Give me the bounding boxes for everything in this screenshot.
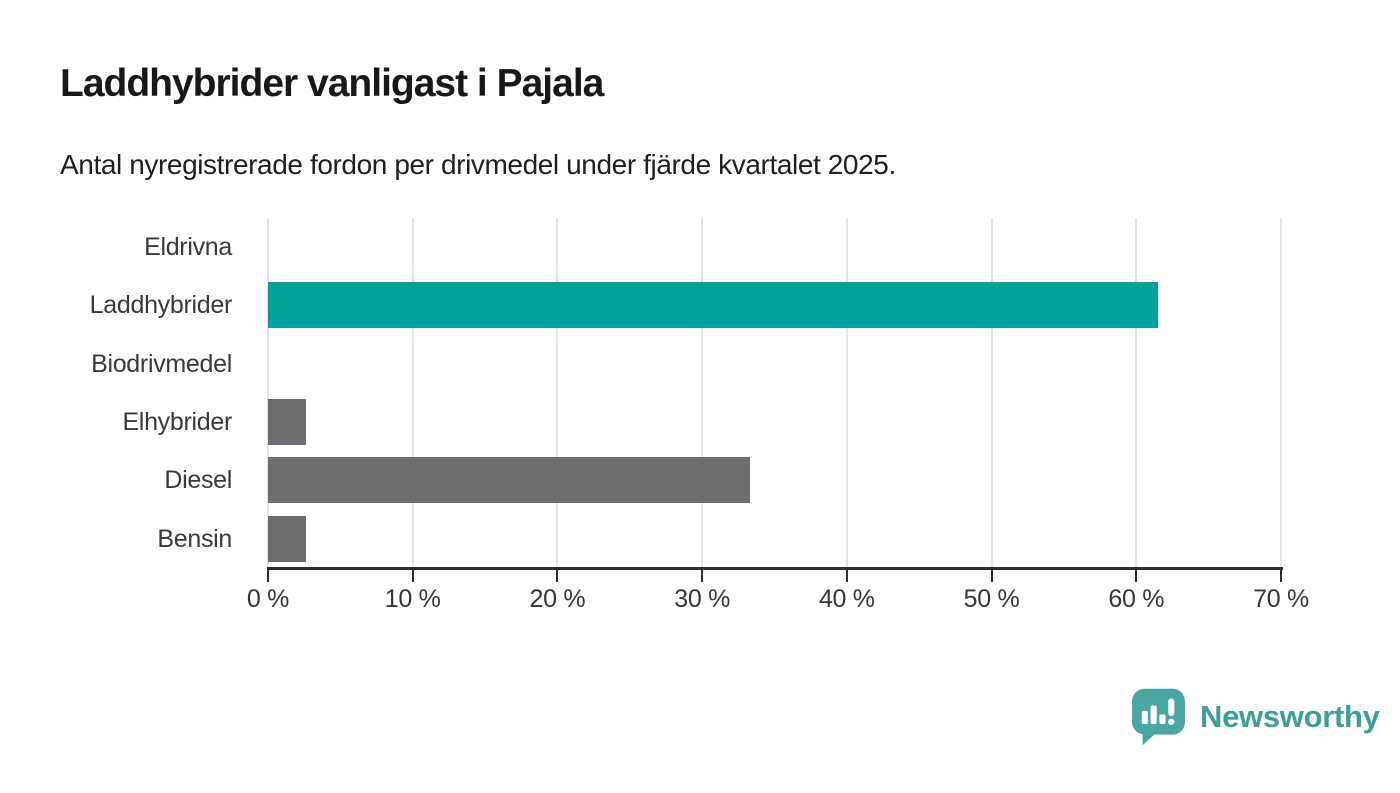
x-tick-label-10: 10 % xyxy=(384,585,441,613)
category-label-laddhybrider: Laddhybrider xyxy=(89,291,233,319)
newsworthy-speech-bubble-bar-chart-icon xyxy=(1132,688,1185,746)
x-axis-line xyxy=(267,567,1283,570)
x-tick-label-30: 30 % xyxy=(674,585,731,613)
gridline-30 xyxy=(701,218,704,568)
x-tick-70 xyxy=(1280,570,1282,582)
x-tick-60 xyxy=(1135,570,1138,582)
x-tick-50 xyxy=(990,570,993,582)
x-tick-label-50: 50 % xyxy=(963,585,1020,613)
x-axis-tick-labels: 0 % 10 % 20 % 30 % 40 % 50 % 60 % 70 % xyxy=(247,585,1309,617)
y-axis-category-labels: Eldrivna Laddhybrider Biodrivmedel Elhybrid… xyxy=(0,218,250,568)
x-tick-40 xyxy=(845,570,848,582)
bar-row-laddhybrider xyxy=(268,276,1281,334)
bar-bensin xyxy=(268,516,306,562)
x-tick-30 xyxy=(701,570,704,582)
x-tick-20 xyxy=(556,570,559,582)
plot-area xyxy=(267,218,1282,568)
bar-diesel xyxy=(268,457,750,503)
x-tick-10 xyxy=(411,570,414,582)
category-label-diesel: Diesel xyxy=(164,466,232,494)
gridline-50 xyxy=(990,218,993,568)
bar-row-elhybrider xyxy=(268,393,1281,451)
chart-subtitle: Antal nyregistrerade fordon per drivmede… xyxy=(60,149,896,180)
bar-laddhybrider xyxy=(268,282,1158,328)
gridline-60 xyxy=(1135,218,1138,568)
bar-row-bensin xyxy=(268,510,1281,568)
brand-name: Newsworthy xyxy=(1200,699,1380,734)
x-tick-label-40: 40 % xyxy=(818,585,875,613)
gridline-40 xyxy=(845,218,848,568)
x-tick-0 xyxy=(267,570,269,582)
category-label-biodrivmedel: Biodrivmedel xyxy=(91,350,232,378)
x-tick-label-60: 60 % xyxy=(1108,585,1165,613)
gridline-20 xyxy=(556,218,559,568)
gridline-10 xyxy=(411,218,414,568)
category-label-bensin: Bensin xyxy=(157,525,232,553)
category-label-eldrivna: Eldrivna xyxy=(144,233,232,261)
x-tick-label-0: 0 % xyxy=(246,585,290,613)
bar-elhybrider xyxy=(268,399,306,445)
x-axis-ticks xyxy=(267,570,1282,583)
chart-title: Laddhybrider vanligast i Pajala xyxy=(60,62,604,105)
bar-row-diesel xyxy=(268,451,1281,509)
category-label-elhybrider: Elhybrider xyxy=(122,408,232,436)
x-tick-label-20: 20 % xyxy=(529,585,586,613)
gridline-0 xyxy=(267,218,269,568)
gridline-70 xyxy=(1280,218,1282,568)
newsworthy-logo: Newsworthy xyxy=(1130,687,1380,747)
bar-row-biodrivmedel xyxy=(268,335,1281,393)
bar-row-eldrivna xyxy=(268,218,1281,276)
x-tick-label-70: 70 % xyxy=(1253,585,1309,613)
